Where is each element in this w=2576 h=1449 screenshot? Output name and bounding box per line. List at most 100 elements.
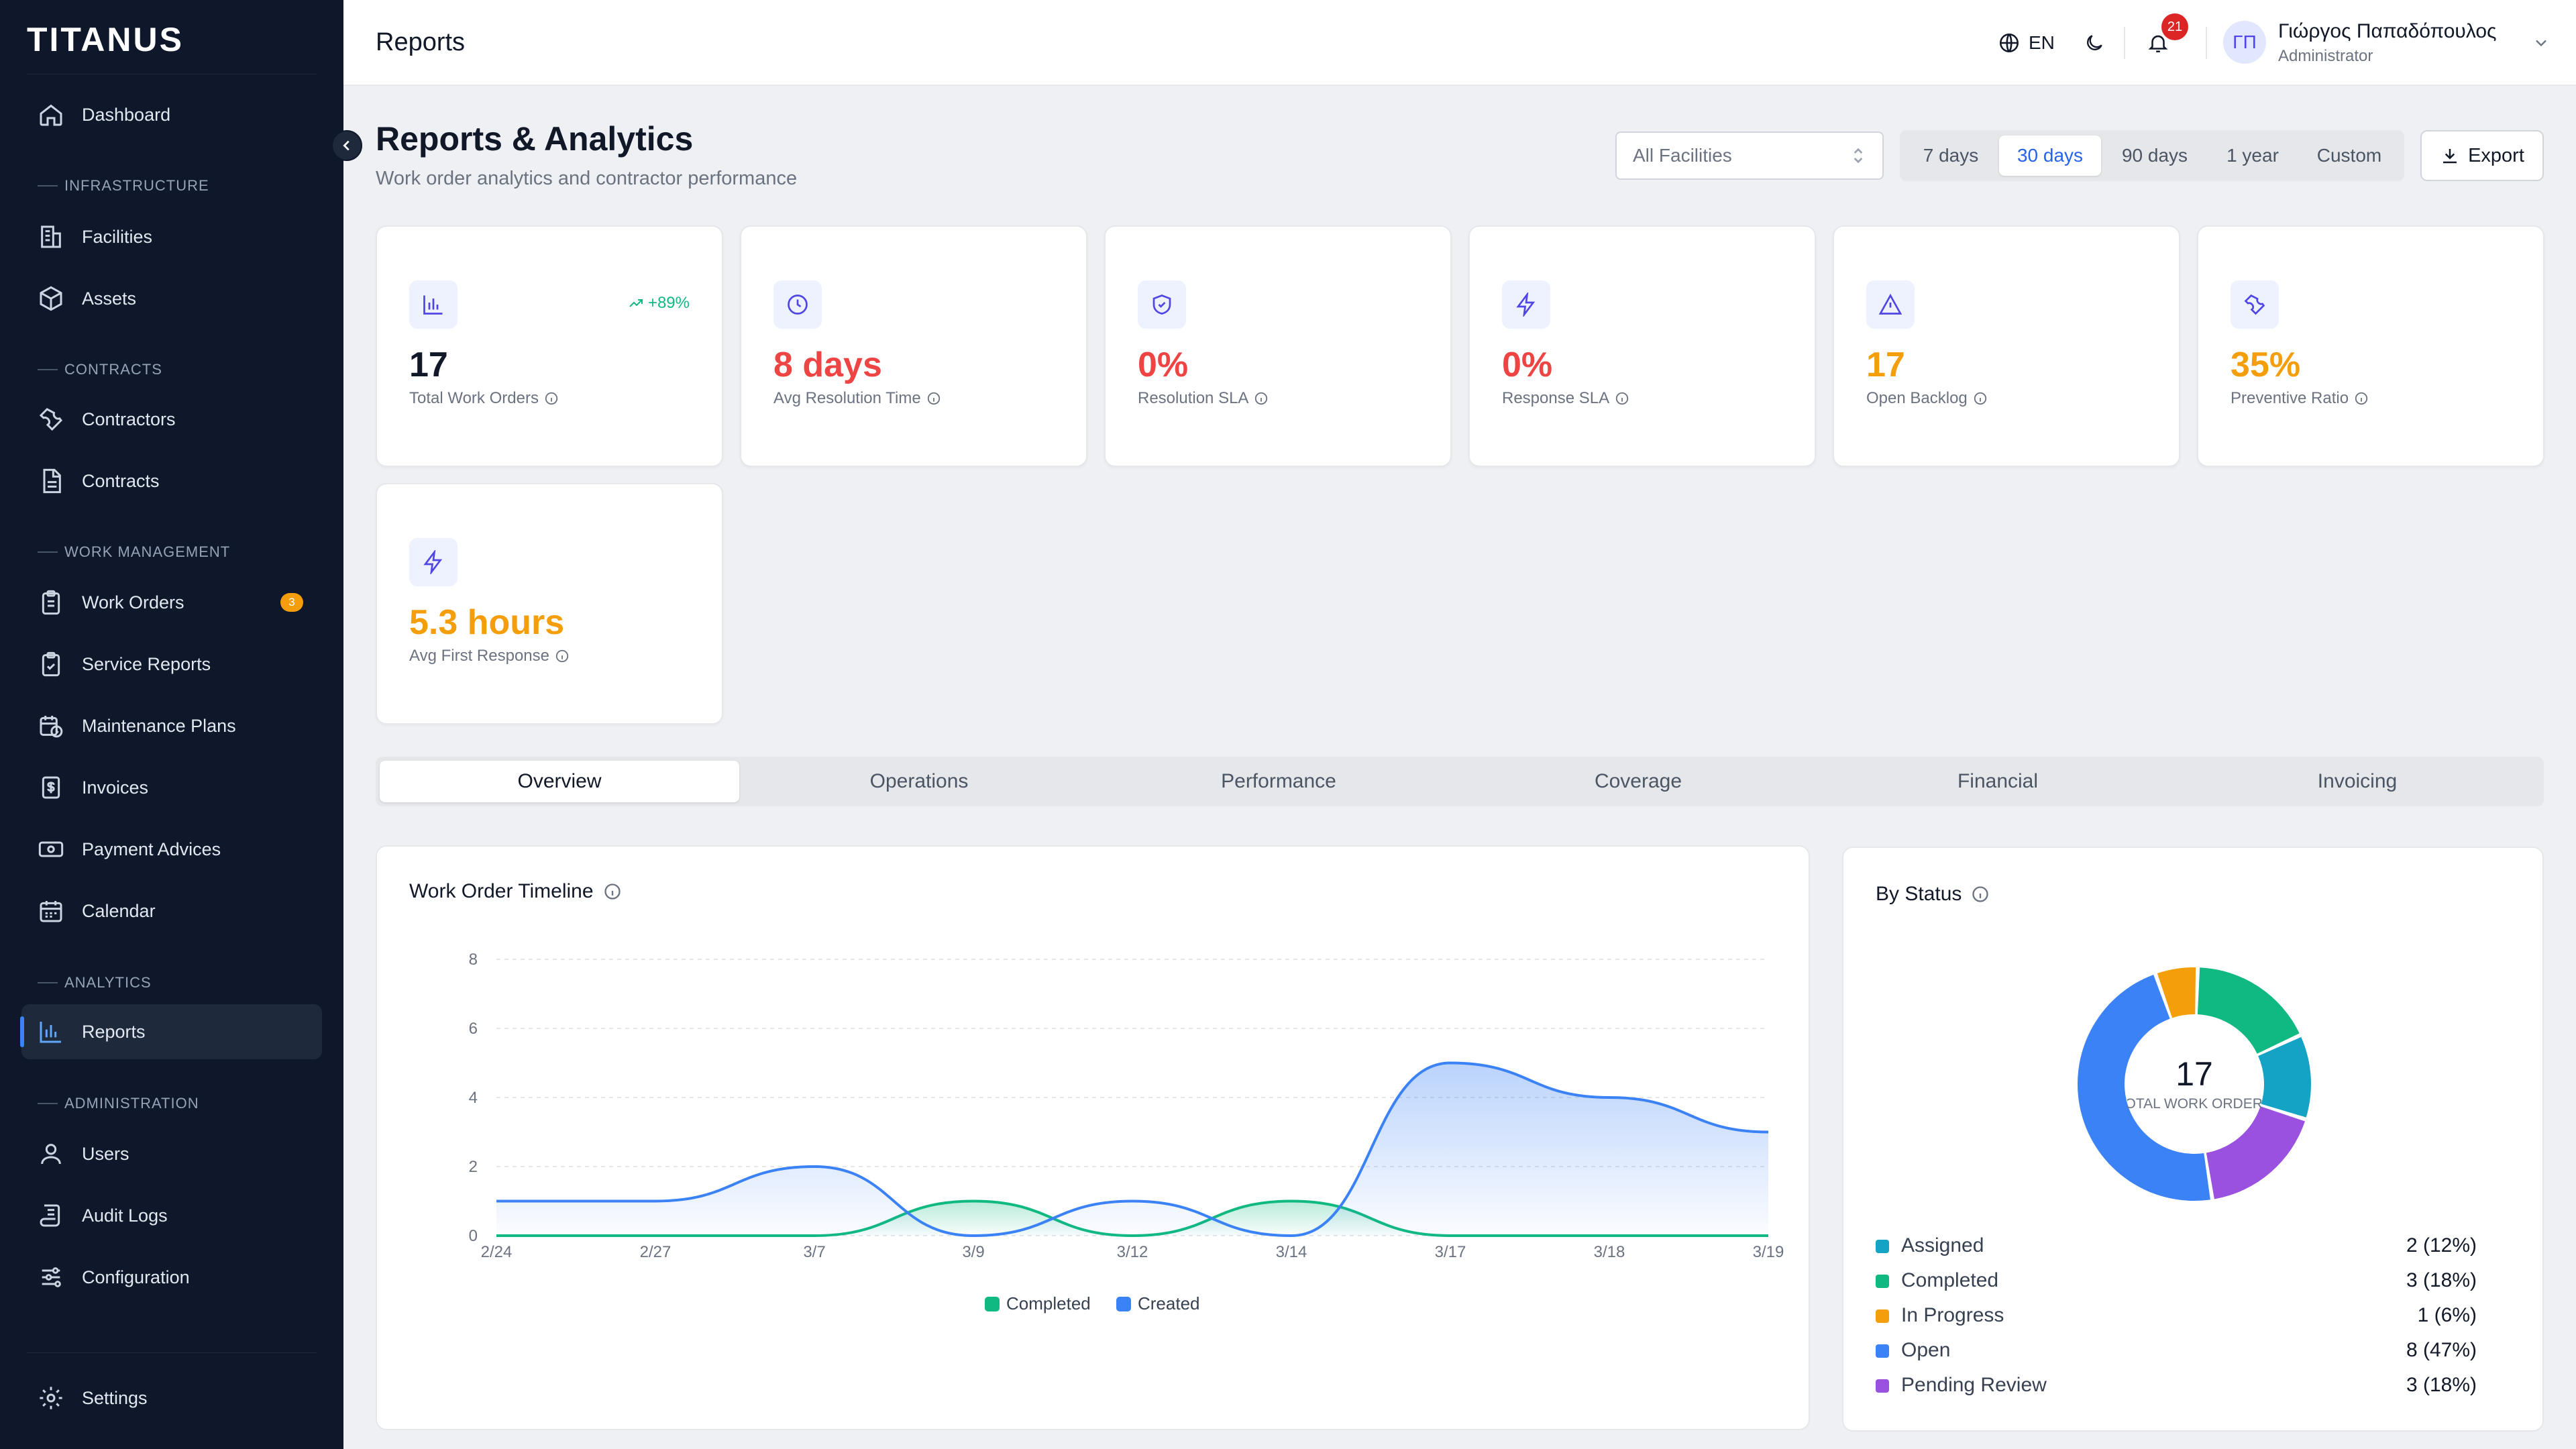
- sidebar-item-facilities[interactable]: Facilities: [21, 209, 322, 264]
- info-icon[interactable]: [926, 391, 941, 406]
- x-tick-label: 3/14: [1276, 1243, 1307, 1261]
- legend-value: 3 (18%): [2406, 1269, 2477, 1291]
- sidebar-item-settings[interactable]: Settings: [21, 1371, 322, 1426]
- notifications-count-badge: 21: [2161, 13, 2188, 40]
- sidebar-item-contracts[interactable]: Contracts: [21, 453, 322, 508]
- legend-label: In Progress: [1901, 1304, 2004, 1326]
- sidebar-divider: [27, 1352, 317, 1353]
- kpi-card-preventive-ratio: 35% Preventive Ratio: [2197, 225, 2544, 467]
- status-donut-chart: [2078, 967, 2311, 1201]
- export-button[interactable]: Export: [2420, 130, 2544, 181]
- info-icon[interactable]: [1615, 391, 1629, 406]
- chevron-up-down-icon: [1854, 148, 1863, 164]
- donut-total-label-text: TOTAL WORK ORDERS: [2127, 1096, 2261, 1112]
- info-icon[interactable]: [544, 391, 559, 406]
- donut-slice-assigned[interactable]: [2258, 1036, 2311, 1118]
- sidebar-item-assets[interactable]: Assets: [21, 271, 322, 326]
- donut-slice-in-progress[interactable]: [2157, 967, 2196, 1018]
- tab-invoicing[interactable]: Invoicing: [2317, 770, 2398, 792]
- info-icon[interactable]: [1254, 391, 1269, 406]
- x-tick-label: 2/24: [481, 1243, 513, 1261]
- legend-swatch: [1876, 1379, 1889, 1393]
- kpi-label: Avg Resolution Time: [773, 389, 941, 408]
- user-icon: [41, 1144, 61, 1165]
- range-custom[interactable]: Custom: [2316, 145, 2382, 166]
- chevron-down-icon[interactable]: [2532, 34, 2551, 52]
- sidebar-item-configuration[interactable]: Configuration: [21, 1250, 322, 1305]
- section-label-work-management: WORK MANAGEMENT: [38, 543, 230, 561]
- donut-total-label: TOTAL WORK ORDERS: [2127, 1096, 2261, 1116]
- info-icon[interactable]: [2354, 391, 2369, 406]
- sidebar-item-label: Dashboard: [82, 104, 171, 125]
- top-header: Reports EN 21 ΓΠ Γιώργος Παπαδόπουλος Ad…: [343, 0, 2576, 86]
- gear-icon: [40, 1387, 62, 1409]
- sidebar-item-calendar[interactable]: Calendar: [21, 883, 322, 938]
- legend-completed[interactable]: Completed: [985, 1293, 1091, 1314]
- status-legend-completed[interactable]: Completed 3 (18%): [1876, 1268, 2477, 1295]
- sidebar-item-dashboard[interactable]: Dashboard: [21, 87, 322, 142]
- sidebar-item-invoices[interactable]: Invoices: [21, 760, 322, 815]
- tab-coverage[interactable]: Coverage: [1594, 770, 1682, 792]
- timeline-title-row: Work Order Timeline: [409, 880, 622, 903]
- trending-up-icon: [629, 299, 643, 307]
- tab-financial[interactable]: Financial: [1957, 770, 2039, 792]
- kpi-icon-container: [1502, 280, 1550, 329]
- status-legend-pending-review[interactable]: Pending Review 3 (18%): [1876, 1373, 2477, 1399]
- sidebar-item-contractors[interactable]: Contractors: [21, 392, 322, 447]
- kpi-value: 5.3 hours: [409, 603, 565, 642]
- sidebar-item-audit-logs[interactable]: Audit Logs: [21, 1188, 322, 1243]
- info-icon[interactable]: [603, 882, 622, 901]
- kpi-label-text: Resolution SLA: [1138, 389, 1249, 407]
- sidebar-item-service-reports[interactable]: Service Reports: [21, 637, 322, 692]
- legend-value: 2 (12%): [2406, 1234, 2477, 1256]
- status-legend-open[interactable]: Open 8 (47%): [1876, 1338, 2477, 1364]
- sidebar-item-work-orders[interactable]: Work Orders 3: [21, 575, 322, 630]
- tab-operations[interactable]: Operations: [869, 770, 969, 792]
- avatar[interactable]: ΓΠ: [2223, 21, 2266, 64]
- date-range-selector: 7 days 30 days 90 days 1 year Custom: [1900, 130, 2404, 181]
- header-separator: [2206, 27, 2207, 59]
- status-legend-assigned[interactable]: Assigned 2 (12%): [1876, 1233, 2477, 1260]
- range-1-year[interactable]: 1 year: [2226, 145, 2279, 166]
- range-30-days[interactable]: 30 days: [1999, 136, 2101, 176]
- donut-slice-pending-review[interactable]: [2206, 1106, 2305, 1199]
- sidebar-item-maintenance-plans[interactable]: Maintenance Plans: [21, 698, 322, 753]
- cube-icon: [40, 286, 62, 311]
- legend-label: Open: [1901, 1339, 1951, 1361]
- sidebar-item-reports[interactable]: Reports: [20, 1004, 322, 1059]
- sidebar-collapse-button[interactable]: [331, 130, 362, 161]
- tab-overview[interactable]: Overview: [380, 761, 739, 802]
- theme-toggle[interactable]: [2084, 24, 2105, 62]
- notifications-button[interactable]: 21: [2147, 13, 2188, 62]
- legend-label: Completed: [1901, 1269, 1999, 1291]
- info-icon[interactable]: [555, 649, 570, 663]
- facility-select[interactable]: All Facilities: [1615, 131, 1884, 180]
- trend-indicator: +89%: [628, 294, 690, 313]
- series-line-created[interactable]: [496, 1061, 1769, 1238]
- y-tick-label: 0: [469, 1227, 478, 1245]
- range-90-days[interactable]: 90 days: [2121, 145, 2188, 166]
- donut-total: 17: [2176, 1055, 2213, 1093]
- legend-value: 1 (6%): [2417, 1304, 2477, 1326]
- tab-performance[interactable]: Performance: [1221, 770, 1336, 792]
- info-icon[interactable]: [1973, 391, 1988, 406]
- wrench-icon: [39, 408, 62, 431]
- page-title: Reports & Analytics: [376, 120, 694, 158]
- user-name[interactable]: Γιώργος Παπαδόπουλος: [2278, 20, 2497, 42]
- y-tick-label: 8: [469, 951, 478, 969]
- globe-icon: [1999, 33, 2019, 53]
- donut-slice-open[interactable]: [2078, 975, 2210, 1201]
- kpi-label: Preventive Ratio: [2231, 389, 2369, 408]
- kpi-card-avg-first-response: 5.3 hours Avg First Response: [376, 483, 723, 724]
- sidebar-item-users[interactable]: Users: [21, 1126, 322, 1181]
- status-legend-in-progress[interactable]: In Progress 1 (6%): [1876, 1303, 2477, 1330]
- donut-slice-completed[interactable]: [2197, 967, 2300, 1054]
- sidebar-item-payment-advices[interactable]: Payment Advices: [21, 822, 322, 877]
- kpi-value: 0%: [1502, 345, 1553, 384]
- info-icon[interactable]: [1971, 885, 1990, 904]
- kpi-value: 8 days: [773, 345, 882, 384]
- range-7-days[interactable]: 7 days: [1923, 145, 1979, 166]
- legend-created[interactable]: Created: [1116, 1293, 1200, 1314]
- language-switcher[interactable]: EN: [1998, 24, 2055, 62]
- kpi-icon-container: [773, 280, 822, 329]
